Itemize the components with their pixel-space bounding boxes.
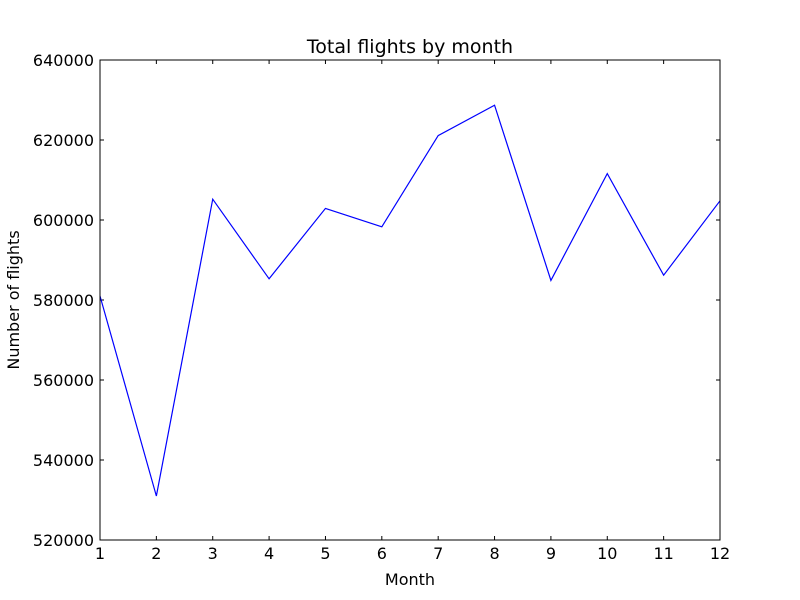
y-tick-label: 560000: [33, 371, 94, 390]
x-tick-label: 4: [264, 544, 274, 563]
series-line: [99, 104, 721, 497]
x-tick-label: 7: [433, 544, 443, 563]
y-tick-label: 600000: [33, 211, 94, 230]
x-tick-label: 2: [151, 544, 161, 563]
x-tick-label: 5: [320, 544, 330, 563]
x-tick-label: 11: [653, 544, 673, 563]
chart-title: Total flights by month: [306, 36, 513, 58]
plot-frame: [99, 59, 721, 541]
y-tick-label: 640000: [33, 51, 94, 70]
y-tick-label: 580000: [33, 291, 94, 310]
y-tick-label: 520000: [33, 531, 94, 550]
x-axis-label: Month: [385, 570, 435, 589]
x-tick-label: 1: [95, 544, 105, 563]
x-tick-label: 9: [546, 544, 556, 563]
y-axis-label: Number of flights: [4, 230, 23, 369]
x-tick-label: 8: [489, 544, 499, 563]
x-tick-label: 12: [710, 544, 730, 563]
x-tick-label: 6: [377, 544, 387, 563]
y-tick-label: 620000: [33, 131, 94, 150]
x-tick-label: 3: [208, 544, 218, 563]
series-group: [99, 104, 721, 497]
y-tick-label: 540000: [33, 451, 94, 470]
tick-labels: 1 2 3 4 5 6 7 8 9 10 11 125200005400005600005800006…: [33, 51, 730, 563]
x-tick-label: 10: [597, 544, 617, 563]
